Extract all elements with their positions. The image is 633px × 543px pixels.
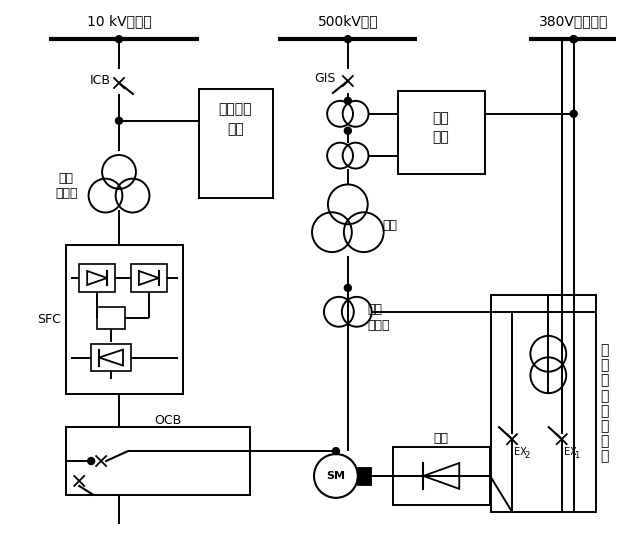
Bar: [97, 307, 125, 329]
Text: 1: 1: [573, 451, 579, 460]
Text: 谐波过滤: 谐波过滤: [218, 102, 252, 116]
Bar: [79, 264, 115, 292]
Bar: [66, 245, 183, 394]
Circle shape: [344, 97, 351, 104]
Text: 2: 2: [524, 451, 529, 460]
Circle shape: [116, 117, 123, 124]
Circle shape: [570, 36, 577, 43]
Bar: [398, 91, 485, 174]
Circle shape: [344, 127, 351, 134]
Text: 10 kV厂用电: 10 kV厂用电: [87, 14, 151, 28]
Text: 隔离: 隔离: [59, 172, 74, 185]
Circle shape: [332, 447, 339, 454]
Text: 装置: 装置: [227, 122, 244, 136]
Bar: [199, 89, 273, 198]
Bar: [491, 295, 596, 512]
Text: 380V励磁电源: 380V励磁电源: [539, 14, 608, 28]
Bar: [66, 427, 250, 495]
Circle shape: [570, 110, 577, 117]
Text: 变压器: 变压器: [368, 319, 390, 332]
Text: ICB: ICB: [90, 74, 111, 87]
Bar: [91, 344, 131, 371]
Text: EX: EX: [564, 447, 577, 457]
Circle shape: [344, 285, 351, 292]
Text: 励磁: 励磁: [368, 304, 383, 317]
Text: 同期: 同期: [432, 111, 449, 125]
Bar: [131, 264, 166, 292]
Text: GIS: GIS: [315, 72, 336, 85]
Text: SFC: SFC: [37, 313, 61, 326]
Circle shape: [344, 36, 351, 43]
Text: 励磁: 励磁: [434, 432, 449, 445]
Text: 变压器: 变压器: [55, 187, 77, 200]
Circle shape: [88, 458, 95, 464]
Bar: [358, 468, 370, 484]
Text: OCB: OCB: [154, 414, 182, 427]
Text: EX: EX: [514, 447, 527, 457]
Text: 500kV毛线: 500kV毛线: [318, 14, 378, 28]
Text: SM: SM: [327, 471, 346, 481]
Circle shape: [116, 36, 123, 43]
Bar: [392, 447, 490, 505]
Bar: [358, 468, 370, 484]
Circle shape: [570, 36, 577, 43]
Text: 励
磁
电
源
切
换
装
置: 励 磁 电 源 切 换 装 置: [601, 344, 609, 463]
Text: 装置: 装置: [432, 131, 449, 144]
Text: 主变: 主变: [383, 219, 398, 232]
